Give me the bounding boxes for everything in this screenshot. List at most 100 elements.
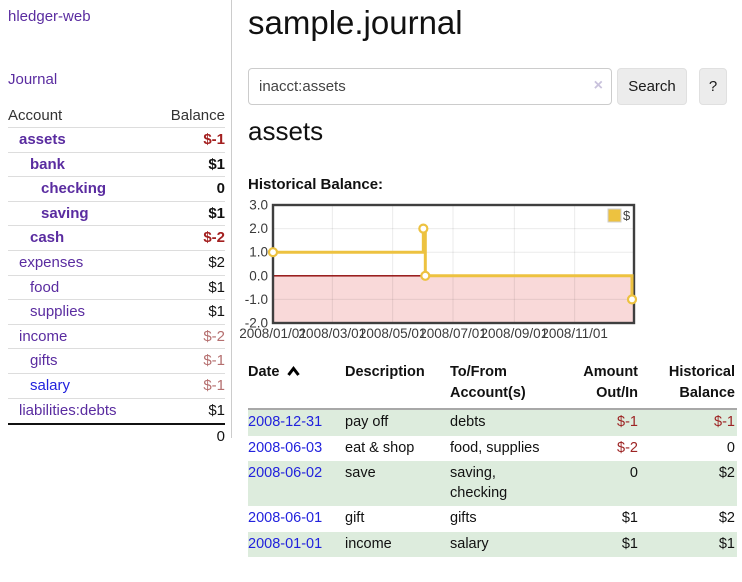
y-tick-label: 2.0	[249, 221, 268, 236]
account-balance: $-2	[203, 327, 225, 345]
x-tick-label: 2008/03/01	[299, 326, 367, 341]
description-cell: pay off	[345, 414, 389, 430]
search-form: ×	[248, 68, 612, 105]
amount-cell: $-2	[617, 439, 638, 456]
account-balance: $-1	[203, 131, 225, 148]
amount-cell: $1	[621, 510, 638, 526]
account-link-food[interactable]: food	[30, 278, 60, 296]
account-row: food $1	[8, 276, 225, 301]
account-link-checking[interactable]: checking	[41, 180, 107, 198]
register-row: 2008-12-31 pay off debts $-1 $-1	[248, 409, 737, 436]
register-header-to-from-account-s-: To/From Account(s)	[450, 360, 560, 410]
date-link[interactable]: 2008-06-02	[248, 465, 323, 481]
account-row: liabilities:debts $1	[8, 399, 225, 424]
app-title-link[interactable]: hledger-web	[8, 8, 91, 25]
x-tick-label: 2008/11/01	[541, 326, 608, 341]
account-page-title: assets	[248, 116, 324, 146]
search-input[interactable]	[248, 68, 612, 105]
account-link-cash[interactable]: cash	[30, 229, 65, 247]
account-row: checking 0	[8, 177, 225, 202]
account-balance: $1	[208, 155, 225, 173]
search-button[interactable]: Search	[617, 68, 687, 105]
legend-swatch	[607, 208, 622, 223]
accounts-total-row: 0	[8, 423, 225, 447]
description-cell: gift	[345, 510, 365, 526]
account-row: saving $1	[8, 202, 225, 227]
date-link[interactable]: 2008-12-31	[248, 414, 323, 430]
balance-cell: $2	[718, 510, 735, 526]
balance-cell: 0	[726, 439, 735, 456]
accounts-col-account: Account	[8, 107, 63, 124]
page-title: sample.journal	[248, 4, 463, 41]
account-row: assets $-1	[8, 128, 225, 153]
account-link-income[interactable]: income	[19, 327, 68, 345]
sort-ascending-icon[interactable]	[286, 366, 301, 377]
x-tick-label: 2008/07/01	[419, 326, 487, 341]
balance-cell: $1	[718, 535, 735, 552]
legend-label: $	[623, 208, 631, 223]
account-link-assets[interactable]: assets	[19, 131, 66, 148]
amount-cell: $-1	[617, 414, 638, 430]
account-row: income $-2	[8, 325, 225, 350]
y-tick-label: 3.0	[249, 198, 268, 213]
description-cell: save	[345, 465, 376, 481]
y-tick-label: 0.0	[249, 268, 268, 283]
accounts-table: Account Balance assets $-1 bank $1 checking 0…	[8, 103, 225, 447]
sidebar: hledger-web Journal Account Balance asse…	[0, 0, 232, 445]
accounts-cell: debts	[450, 414, 486, 430]
register-table: Date Description To/From Account(s) Amount …	[248, 360, 737, 557]
register-row: 2008-06-02 save saving, checking 0 $2	[248, 461, 737, 506]
y-tick-label: -2.0	[245, 316, 268, 331]
balance-cell: $-1	[714, 414, 735, 430]
register-header-historical-balance: Historical Balance	[640, 360, 737, 410]
accounts-cell: salary	[450, 535, 489, 552]
register-header-date[interactable]: Date	[248, 360, 345, 410]
y-tick-label: -1.0	[245, 292, 268, 307]
account-row: bank $1	[8, 153, 225, 178]
account-link-salary[interactable]: salary	[30, 376, 71, 394]
account-balance: 0	[216, 180, 225, 198]
x-tick-label: 2008/09/01	[481, 326, 549, 341]
accounts-header: Account Balance	[8, 103, 225, 128]
account-balance: $1	[208, 204, 225, 222]
accounts-cell: food, supplies	[450, 439, 540, 456]
account-row: supplies $1	[8, 300, 225, 325]
y-tick-label: 1.0	[249, 245, 268, 260]
account-link-expenses[interactable]: expenses	[19, 253, 84, 271]
account-row: gifts $-1	[8, 349, 225, 374]
register-row: 2008-06-03 eat & shop food, supplies $-2 0	[248, 436, 737, 462]
date-link[interactable]: 2008-01-01	[248, 535, 323, 552]
register-row: 2008-06-01 gift gifts $1 $2	[248, 506, 737, 532]
account-balance: $2	[208, 253, 225, 271]
account-balance: $1	[208, 401, 225, 419]
account-balance: $-1	[203, 376, 225, 394]
account-link-bank[interactable]: bank	[30, 155, 66, 173]
historical-balance-chart: $3.0 2.0 1.0 0.0 -1.0 -2.02008/01/012008/03/0…	[240, 198, 638, 341]
sidebar-item-journal[interactable]: Journal	[8, 71, 58, 88]
account-link-liabilities-debts[interactable]: liabilities:debts	[19, 401, 117, 419]
accounts-cell: saving, checking	[450, 465, 508, 501]
date-link[interactable]: 2008-06-01	[248, 510, 323, 526]
clear-search-icon[interactable]: ×	[593, 77, 603, 94]
register-row: 2008-01-01 income salary $1 $1	[248, 531, 737, 557]
date-link[interactable]: 2008-06-03	[248, 439, 323, 456]
description-cell: eat & shop	[345, 439, 415, 456]
chart-title: Historical Balance:	[248, 176, 384, 193]
balance-cell: $2	[718, 465, 735, 481]
account-row: salary $-1	[8, 374, 225, 399]
register-header-description: Description	[345, 360, 450, 410]
account-balance: $1	[208, 303, 225, 321]
help-button[interactable]: ?	[699, 68, 727, 105]
x-tick-label: 2008/05/01	[359, 326, 427, 341]
account-link-supplies[interactable]: supplies	[30, 303, 86, 321]
register-header-amount-out-in: Amount Out/In	[560, 360, 640, 410]
account-balance: $-1	[203, 352, 225, 370]
amount-cell: $1	[621, 535, 638, 552]
account-link-saving[interactable]: saving	[41, 204, 89, 222]
amount-cell: 0	[629, 465, 638, 481]
account-balance: $-2	[203, 229, 225, 247]
accounts-col-balance: Balance	[170, 107, 225, 124]
account-link-gifts[interactable]: gifts	[30, 352, 58, 370]
accounts-total-value: 0	[216, 428, 225, 446]
accounts-cell: gifts	[450, 510, 477, 526]
